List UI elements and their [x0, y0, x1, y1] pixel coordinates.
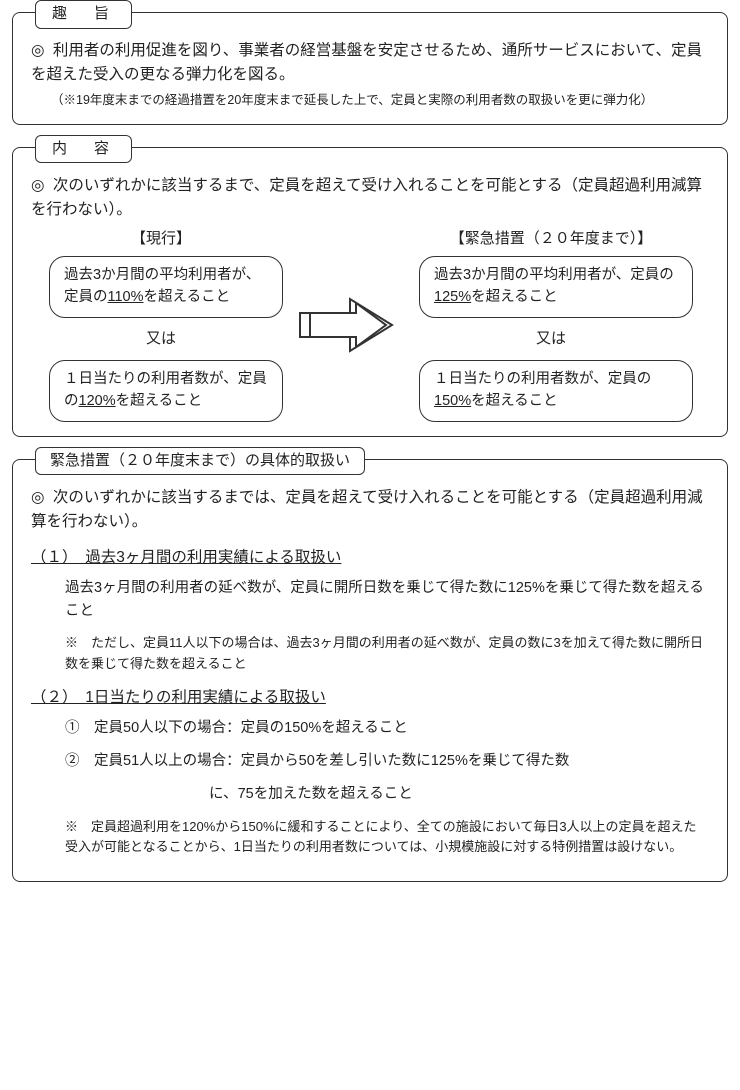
para-1: 過去3ヶ月間の利用者の延べ数が、定員に開所日数を乗じて得た数に125%を乗じて得…: [31, 577, 709, 623]
bullet-marker: ◎: [31, 39, 45, 63]
column-current: 【現行】 過去3か月間の平均利用者が、定員の110%を超えること 又は １日当た…: [31, 228, 291, 422]
content-lead-text: 次のいずれかに該当するまで、定員を超えて受け入れることを可能とする（定員超過利用…: [31, 177, 702, 218]
column-emergency-head: 【緊急措置（２０年度まで）】: [401, 228, 701, 251]
arrow-wrap: [291, 295, 401, 355]
note-2: ※ 定員超過利用を120%から150%に緩和することにより、全ての施設において毎…: [31, 817, 709, 857]
subhead-1: （１） 過去3ヶ月間の利用実績による取扱い: [31, 546, 709, 569]
section-purpose-title: 趣 旨: [35, 0, 132, 29]
section-detail-title: 緊急措置（２０年度末まで）の具体的取扱い: [35, 447, 365, 476]
current-rule-1: 過去3か月間の平均利用者が、定員の110%を超えること: [49, 256, 283, 318]
enum-1: ① 定員50人以下の場合：定員の150%を超えること: [31, 717, 709, 740]
purpose-lead-text: 利用者の利用促進を図り、事業者の経営基盤を安定させるため、通所サービスにおいて、…: [31, 42, 702, 83]
pct-125: 125%: [434, 289, 471, 305]
content-lead: ◎ 次のいずれかに該当するまで、定員を超えて受け入れることを可能とする（定員超過…: [31, 174, 709, 222]
section-content: 内 容 ◎ 次のいずれかに該当するまで、定員を超えて受け入れることを可能とする（…: [12, 147, 728, 437]
emergency-rule-1: 過去3か月間の平均利用者が、定員の125%を超えること: [419, 256, 693, 318]
current-rule-2: １日当たりの利用者数が、定員の120%を超えること: [49, 360, 283, 422]
emergency-rule-2: １日当たりの利用者数が、定員の150%を超えること: [419, 360, 693, 422]
note-1: ※ ただし、定員11人以下の場合は、過去3ヶ月間の利用者の延べ数が、定員の数に3…: [31, 633, 709, 673]
detail-lead-text: 次のいずれかに該当するまでは、定員を超えて受け入れることを可能とする（定員超過利…: [31, 489, 703, 530]
detail-lead: ◎ 次のいずれかに該当するまでは、定員を超えて受け入れることを可能とする（定員超…: [31, 486, 709, 534]
comparison-columns: 【現行】 過去3か月間の平均利用者が、定員の110%を超えること 又は １日当た…: [31, 228, 709, 422]
section-content-title: 内 容: [35, 135, 132, 164]
bullet-marker: ◎: [31, 486, 45, 510]
purpose-note: （※19年度末までの経過措置を20年度末まで延長した上で、定員と実際の利用者数の…: [31, 91, 709, 110]
pct-110: 110%: [108, 289, 144, 305]
purpose-lead: ◎ 利用者の利用促進を図り、事業者の経営基盤を安定させるため、通所サービスにおい…: [31, 39, 709, 87]
section-purpose: 趣 旨 ◎ 利用者の利用促進を図り、事業者の経営基盤を安定させるため、通所サービ…: [12, 12, 728, 125]
column-current-head: 【現行】: [31, 228, 291, 251]
column-emergency: 【緊急措置（２０年度まで）】 過去3か月間の平均利用者が、定員の125%を超える…: [401, 228, 701, 422]
pct-120: 120%: [79, 393, 116, 409]
or-left: 又は: [31, 328, 291, 351]
enum-2a: ② 定員51人以上の場合：定員から50を差し引いた数に125%を乗じて得た数: [31, 750, 709, 773]
enum-2b: に、75を加えた数を超えること: [31, 783, 709, 806]
pct-150: 150%: [434, 393, 471, 409]
arrow-icon: [296, 295, 396, 355]
subhead-2: （２） 1日当たりの利用実績による取扱い: [31, 686, 709, 709]
bullet-marker: ◎: [31, 174, 45, 198]
section-detail: 緊急措置（２０年度末まで）の具体的取扱い ◎ 次のいずれかに該当するまでは、定員…: [12, 459, 728, 882]
or-right: 又は: [401, 328, 701, 351]
